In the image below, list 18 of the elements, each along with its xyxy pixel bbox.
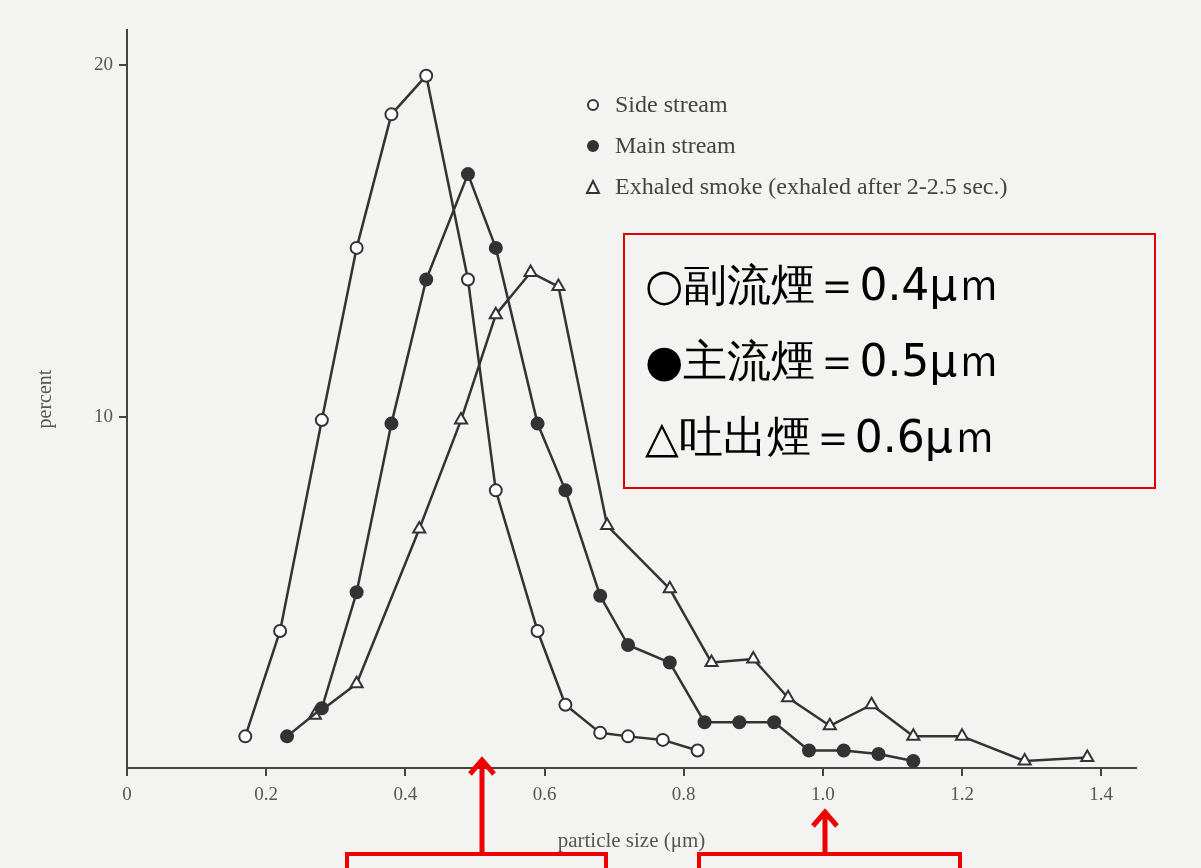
x-tick-label: 1.4: [1089, 783, 1114, 805]
y-axis-title: percent: [33, 369, 57, 429]
annotation: ○副流煙＝0.4μｍ: [645, 258, 1003, 312]
x-tick-label: 0.6: [532, 783, 557, 805]
annotation: △吐出煙＝0.6μｍ: [645, 410, 998, 464]
y-tick-label: 10: [94, 404, 113, 426]
x-axis-title: particle size (μm): [557, 827, 706, 852]
x-tick-label: 0.4: [393, 783, 418, 805]
legend-label: Main stream: [615, 132, 736, 159]
x-tick-label: 1.0: [810, 783, 835, 805]
legend-label: Exhaled smoke (exhaled after 2-2.5 sec.): [615, 173, 1008, 200]
x-tick-label: 0.8: [671, 783, 696, 805]
annotation: ●主流煙＝0.5μｍ: [645, 334, 1003, 388]
x-tick-label: 0: [122, 783, 132, 805]
legend-label: Side stream: [615, 91, 728, 118]
x-tick-label: 0.2: [254, 783, 279, 805]
x-tick-label: 1.2: [950, 783, 974, 805]
y-tick-label: 20: [94, 53, 113, 75]
